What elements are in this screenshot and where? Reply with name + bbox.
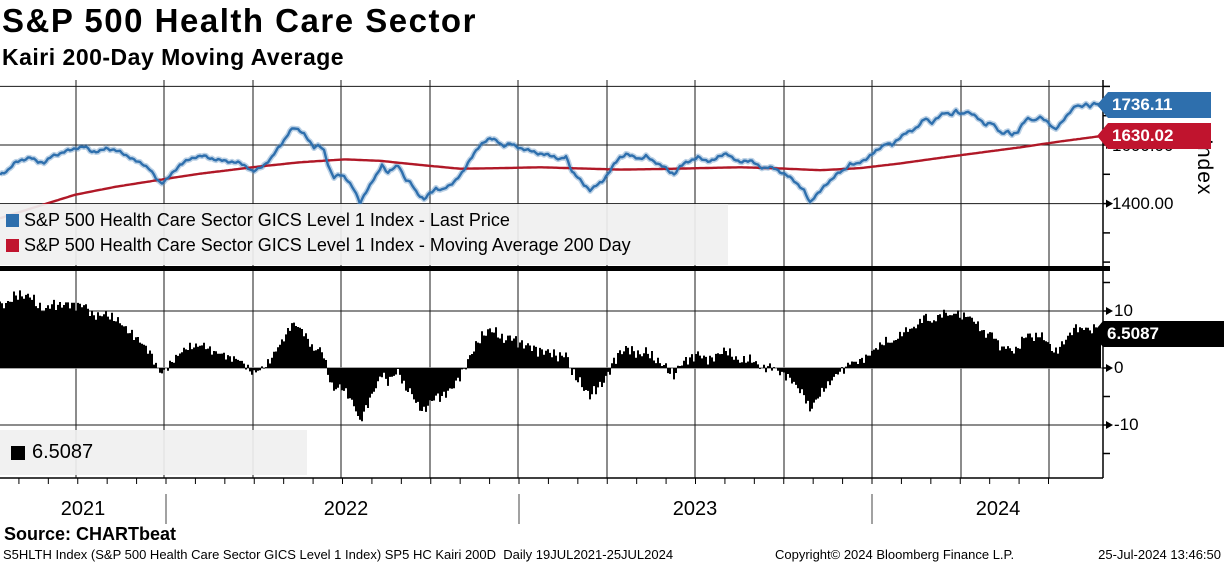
- kairi-value-badge: 6.5087: [1092, 321, 1224, 347]
- footer-timestamp: 25-Jul-2024 13:46:50: [1098, 547, 1221, 562]
- footer-security-info: S5HLTH Index (S&P 500 Health Care Sector…: [3, 547, 674, 562]
- page-title: S&P 500 Health Care Sector: [2, 2, 477, 39]
- y-axis-title: Index: [1193, 139, 1216, 196]
- legend-item-label: S&P 500 Health Care Sector GICS Level 1 …: [24, 235, 631, 255]
- footer-copyright: Copyright© 2024 Bloomberg Finance L.P.: [775, 547, 1015, 562]
- y-tick-0: 0: [1114, 358, 1124, 377]
- legend-item-label: S&P 500 Health Care Sector GICS Level 1 …: [24, 210, 510, 230]
- legend-box: S&P 500 Health Care Sector GICS Level 1 …: [0, 204, 728, 265]
- kairi-legend-value: 6.5087: [32, 441, 94, 463]
- x-tick-2022: 2022: [323, 498, 369, 520]
- legend-item-moving-average: S&P 500 Health Care Sector GICS Level 1 …: [0, 233, 728, 258]
- x-tick-2024: 2024: [975, 498, 1021, 520]
- page-subtitle: Kairi 200-Day Moving Average: [2, 44, 345, 70]
- y-tick-10: 10: [1114, 301, 1133, 320]
- y-tick-minus10: -10: [1114, 415, 1139, 434]
- x-tick-2023: 2023: [672, 498, 718, 520]
- y-tick-1400: 1400.00: [1112, 194, 1174, 213]
- last-price-badge: 1736.11: [1097, 92, 1211, 118]
- last-price-swatch-icon: [6, 214, 19, 227]
- moving-average-badge: 1630.02: [1097, 123, 1211, 149]
- x-tick-2021: 2021: [60, 498, 106, 520]
- kairi-legend-box: 6.5087: [0, 430, 307, 475]
- moving-average-swatch-icon: [6, 239, 19, 252]
- source-line: Source: CHARTbeat: [4, 524, 177, 544]
- legend-item-last-price: S&P 500 Health Care Sector GICS Level 1 …: [0, 208, 728, 233]
- kairi-swatch-icon: [11, 445, 25, 460]
